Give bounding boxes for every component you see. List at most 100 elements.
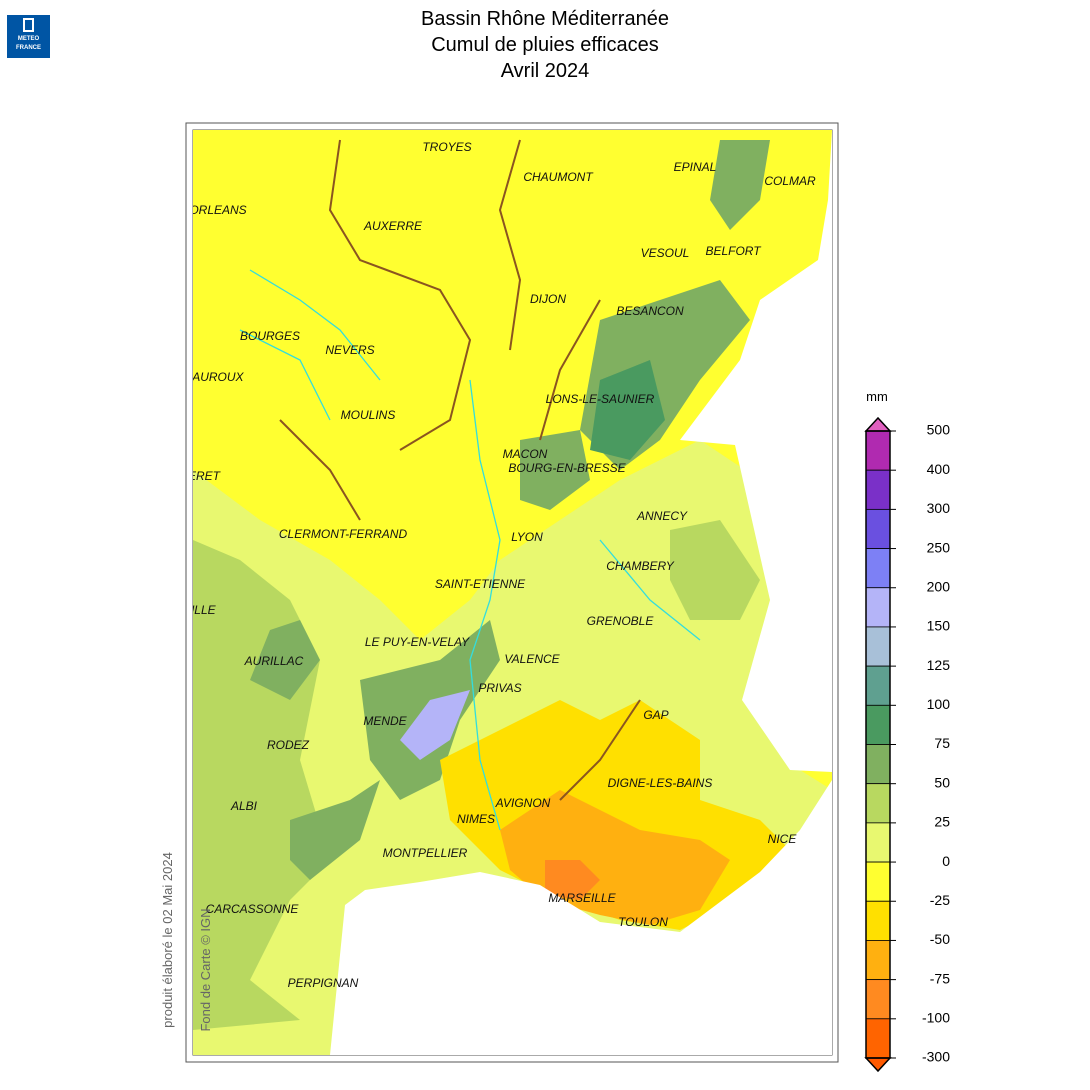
city-label: AUXERRE — [363, 219, 423, 233]
tick-label: 150 — [927, 618, 951, 634]
city-label: LYON — [511, 530, 543, 544]
colorbar-segment — [865, 508, 891, 549]
city-label: NEVERS — [325, 343, 374, 357]
city-label: NIMES — [457, 812, 495, 826]
tick-label: 500 — [927, 422, 951, 438]
city-label: ALBI — [230, 799, 258, 813]
city-label: CHATEAUROUX — [152, 370, 244, 384]
city-label: BESANCON — [616, 304, 684, 318]
city-label: MONTPELLIER — [383, 846, 468, 860]
colorbar-segment — [865, 548, 891, 589]
zone — [670, 520, 760, 620]
colorbar-segment — [865, 626, 891, 667]
logo: METEO FRANCE — [7, 15, 50, 58]
city-label: RODEZ — [267, 738, 310, 752]
city-label: CLERMONT-FERRAND — [279, 527, 408, 541]
title: Bassin Rhône Méditerranée — [421, 8, 669, 30]
tick-label: -25 — [930, 892, 950, 908]
tick-label: 300 — [927, 500, 951, 516]
city-label: ANNECY — [636, 509, 688, 523]
city-label: CHAMBERY — [606, 559, 675, 573]
colorbar-segment — [865, 430, 891, 471]
colorbar-segment — [865, 940, 891, 981]
tick-label: 125 — [927, 657, 951, 673]
city-label: MACON — [503, 447, 548, 461]
city-label: GUERET — [170, 469, 222, 483]
city-label: TROYES — [422, 140, 471, 154]
logo-icon — [23, 18, 34, 32]
zone — [590, 360, 665, 460]
colorbar-segment — [865, 1018, 891, 1059]
colorbar-segment — [865, 744, 891, 785]
colorbar-under — [864, 1057, 892, 1073]
city-label: SAINT-ETIENNE — [435, 577, 526, 591]
map-frame — [185, 122, 839, 1063]
city-label: PERPIGNAN — [288, 976, 359, 990]
tick-label: 100 — [927, 696, 951, 712]
abroad — [680, 130, 832, 772]
city-label: MENDE — [363, 714, 407, 728]
colorbar-segment — [865, 665, 891, 706]
city-label: MARSEILLE — [548, 891, 616, 905]
tick-label: 200 — [927, 578, 951, 594]
city-label: GRENOBLE — [587, 614, 655, 628]
colorbar-segment — [865, 822, 891, 863]
city-label: TOULON — [618, 915, 668, 929]
basin-boundary — [279, 139, 641, 801]
city-label: GAP — [643, 708, 668, 722]
colorbar-unit: mm — [866, 389, 888, 404]
city-label: COLMAR — [764, 174, 816, 188]
logo-text: METEO — [18, 36, 40, 42]
map-credit: Fond de Carte © IGN — [198, 908, 213, 1031]
colorbar: 5004003002502001501251007550250-25-50-75… — [864, 416, 951, 1073]
zone — [250, 620, 320, 700]
city-label: LE PUY-EN-VELAY — [365, 635, 470, 649]
production-date: produit élaboré le 02 Mai 2024 — [160, 852, 175, 1028]
tick-label: -100 — [922, 1010, 950, 1026]
city-label: CARCASSONNE — [206, 902, 300, 916]
city-label: VESOUL — [641, 246, 690, 260]
zone — [400, 690, 470, 760]
city-label: MOULINS — [341, 408, 396, 422]
tick-label: 250 — [927, 539, 951, 555]
tick-label: 50 — [934, 774, 950, 790]
city-label: BOURGES — [240, 329, 300, 343]
city-label: VALENCE — [504, 652, 560, 666]
river — [239, 269, 701, 831]
tick-label: 75 — [934, 735, 950, 751]
zone — [545, 860, 600, 900]
tick-label: 400 — [927, 461, 951, 477]
city-label: CHAUMONT — [523, 170, 594, 184]
tick-label: -75 — [930, 970, 950, 986]
colorbar-segment — [865, 979, 891, 1020]
city-labels: TROYES CHAUMONT EPINAL COLMAR ORLEANS AUXERRE… — [152, 140, 816, 990]
city-label: EPINAL — [674, 160, 717, 174]
city-label: DIGNE-LES-BAINS — [608, 776, 713, 790]
tick-label: -300 — [922, 1049, 950, 1065]
sea — [330, 780, 832, 1055]
colorbar-segment — [865, 900, 891, 941]
city-label: LONS-LE-SAUNIER — [546, 392, 655, 406]
tick-label: 0 — [942, 853, 950, 869]
logo-box — [7, 15, 50, 58]
logo-text: FRANCE — [16, 45, 41, 51]
city-label: TULLE — [178, 603, 216, 617]
zone — [520, 430, 590, 510]
city-label: AVIGNON — [495, 796, 551, 810]
city-label: ORLEANS — [189, 203, 246, 217]
colorbar-segment — [865, 469, 891, 510]
city-label: AURILLAC — [244, 654, 304, 668]
colorbar-segment — [865, 587, 891, 628]
zone — [290, 780, 380, 880]
map — [193, 130, 832, 1055]
city-label: DIJON — [530, 292, 566, 306]
city-label: PRIVAS — [478, 681, 521, 695]
zone — [710, 140, 770, 230]
tick-label: -50 — [930, 931, 950, 947]
colorbar-segment — [865, 861, 891, 902]
title: Cumul de pluies efficaces — [431, 34, 659, 56]
colorbar-segment — [865, 783, 891, 824]
colorbar-over — [864, 416, 892, 432]
colorbar-segment — [865, 704, 891, 745]
